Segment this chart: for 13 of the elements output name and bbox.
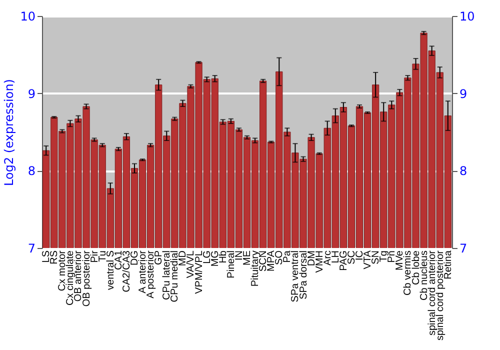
y-tick-label: 8 [28, 164, 36, 178]
x-tick-label: Tg [378, 250, 390, 262]
y2-tick-label: 8 [460, 164, 468, 178]
y2-tick-label: 10 [460, 10, 475, 24]
y-tick-label: 7 [28, 242, 36, 256]
x-tick-label: Pituitary [250, 250, 262, 287]
y2-tick-label: 7 [460, 242, 468, 256]
y2-tick-label: 9 [460, 86, 468, 101]
y-tick-label: 10 [20, 10, 36, 24]
x-tick-label: OB posterior [81, 250, 92, 307]
x-tick-label: ME [242, 250, 253, 266]
y-tick-label: 9 [28, 86, 36, 101]
y-axis-title: Log2 (expression) [2, 79, 16, 186]
